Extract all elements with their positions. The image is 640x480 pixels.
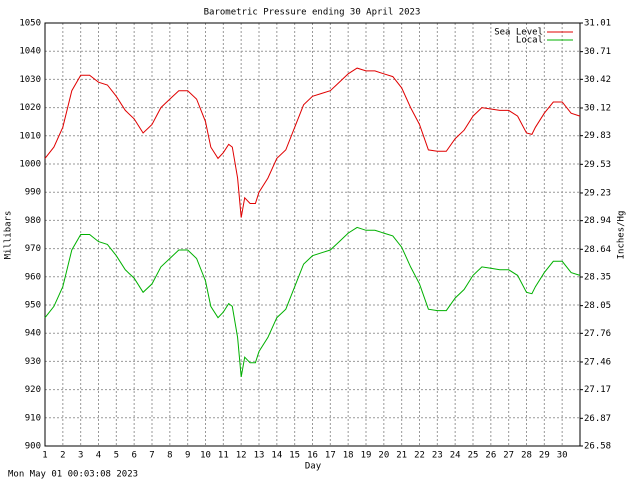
x-tick-label: 22 <box>414 451 425 461</box>
x-axis-label: Day <box>305 462 322 472</box>
series-line <box>44 226 581 377</box>
y-tick-label: 990 <box>25 188 41 198</box>
x-tick-label: 23 <box>432 451 443 461</box>
x-tick-label: 20 <box>378 451 389 461</box>
x-tick-label: 9 <box>185 451 190 461</box>
y-tick-label: 1030 <box>19 75 41 85</box>
y-tick-label: 950 <box>25 301 41 311</box>
y2-tick-label: 30.71 <box>584 47 611 57</box>
x-tick-label: 13 <box>254 451 265 461</box>
x-tick-label: 11 <box>218 451 229 461</box>
y2-tick-label: 26.58 <box>584 442 611 452</box>
x-tick-label: 8 <box>167 451 172 461</box>
y-tick-label: 940 <box>25 329 41 339</box>
legend-label: Local <box>516 36 543 46</box>
y-tick-label: 1020 <box>19 103 41 113</box>
x-tick-label: 16 <box>307 451 318 461</box>
x-tick-label: 2 <box>60 451 65 461</box>
y2-tick-label: 27.76 <box>584 329 611 339</box>
y-tick-label: 980 <box>25 216 41 226</box>
series-line <box>44 67 581 218</box>
x-tick-label: 3 <box>78 451 83 461</box>
x-tick-label: 12 <box>236 451 247 461</box>
y-axis-label: Millibars <box>4 211 14 260</box>
x-tick-label: 10 <box>200 451 211 461</box>
x-tick-label: 26 <box>485 451 496 461</box>
y-tick-label: 930 <box>25 357 41 367</box>
chart-title: Barometric Pressure ending 30 April 2023 <box>204 8 421 18</box>
x-tick-label: 7 <box>149 451 154 461</box>
x-tick-label: 17 <box>325 451 336 461</box>
y-tick-label: 1000 <box>19 160 41 170</box>
y2-tick-label: 31.01 <box>584 19 611 29</box>
y-tick-label: 1010 <box>19 131 41 141</box>
y2-tick-label: 28.05 <box>584 301 611 311</box>
x-tick-label: 29 <box>539 451 550 461</box>
y2-axis-label: Inches/Hg <box>617 211 627 260</box>
x-tick-label: 5 <box>114 451 119 461</box>
y-tick-label: 1040 <box>19 47 41 57</box>
x-tick-label: 18 <box>343 451 354 461</box>
y2-tick-label: 29.23 <box>584 188 611 198</box>
x-tick-label: 21 <box>396 451 407 461</box>
y-tick-label: 900 <box>25 442 41 452</box>
y2-tick-label: 27.17 <box>584 385 611 395</box>
x-tick-label: 27 <box>503 451 514 461</box>
y2-tick-label: 26.87 <box>584 414 611 424</box>
x-tick-label: 1 <box>42 451 47 461</box>
x-tick-label: 24 <box>450 451 461 461</box>
y-tick-label: 960 <box>25 272 41 282</box>
y-tick-label: 970 <box>25 244 41 254</box>
plot-frame <box>44 22 581 447</box>
y2-tick-label: 28.35 <box>584 272 611 282</box>
x-tick-label: 6 <box>131 451 136 461</box>
y2-tick-label: 30.42 <box>584 75 611 85</box>
x-tick-label: 25 <box>468 451 479 461</box>
x-tick-label: 4 <box>96 451 101 461</box>
y-tick-label: 1050 <box>19 19 41 29</box>
y2-tick-label: 29.53 <box>584 160 611 170</box>
y2-tick-label: 29.83 <box>584 131 611 141</box>
x-tick-label: 30 <box>557 451 568 461</box>
x-tick-label: 28 <box>521 451 532 461</box>
y-tick-label: 910 <box>25 413 41 423</box>
x-tick-label: 14 <box>271 451 282 461</box>
y2-tick-label: 27.46 <box>584 357 611 367</box>
y-tick-label: 920 <box>25 385 41 395</box>
y2-tick-label: 28.64 <box>584 245 611 255</box>
footer: Mon May 01 00:03:08 2023 <box>8 470 138 480</box>
legend-label: Sea Level <box>494 28 543 38</box>
y2-tick-label: 30.12 <box>584 103 611 113</box>
x-tick-label: 15 <box>289 451 300 461</box>
x-tick-label: 19 <box>361 451 372 461</box>
y2-tick-label: 28.94 <box>584 216 611 226</box>
